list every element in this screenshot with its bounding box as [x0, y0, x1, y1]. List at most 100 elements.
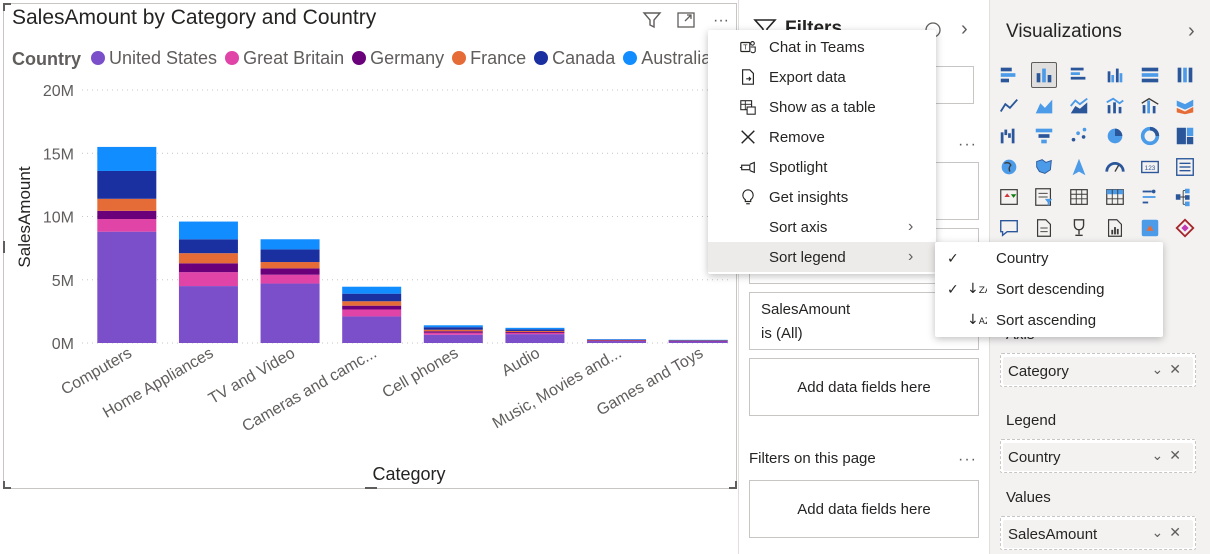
decomposition-tree-icon[interactable] [1172, 184, 1198, 210]
100-stacked-bar-chart-icon[interactable] [1137, 62, 1163, 88]
legend-item[interactable]: Great Britain [225, 48, 344, 69]
stacked-area-chart-icon[interactable] [1066, 93, 1092, 119]
100-stacked-column-chart-icon[interactable] [1172, 62, 1198, 88]
chevron-right-icon[interactable]: › [961, 18, 968, 40]
bar-segment [587, 340, 647, 343]
resize-handle[interactable] [365, 487, 377, 489]
submenu-item-sort-descending[interactable]: ✓ ↓ZA Sort descending [935, 274, 1163, 304]
svg-text:123: 123 [1144, 164, 1155, 171]
resize-handle[interactable] [729, 487, 737, 489]
power-apps-icon[interactable] [1137, 215, 1163, 241]
x-tick-label: Cell phones [380, 345, 462, 402]
more-options-icon[interactable]: ··· [958, 451, 977, 468]
more-options-icon[interactable]: ··· [713, 12, 729, 29]
sort-legend-submenu: ✓ Country ✓ ↓ZA Sort descending ↓AZ Sort ascen… [935, 242, 1163, 337]
bar-segment [668, 340, 728, 341]
donut-chart-icon[interactable] [1137, 123, 1163, 149]
menu-item-show-as-a-table[interactable]: Show as a table [708, 92, 936, 122]
pie-chart-icon[interactable] [1102, 123, 1128, 149]
legend-marker [534, 51, 549, 66]
trophy-icon[interactable] [1066, 215, 1092, 241]
x-axis-title: Category [372, 464, 445, 484]
field-controls[interactable]: ⌄✕ [1151, 524, 1187, 540]
field-controls[interactable]: ⌄✕ [1151, 447, 1187, 463]
legend-item[interactable]: France [452, 48, 526, 69]
bar-segment [342, 316, 402, 343]
paginated-report-icon[interactable] [1031, 215, 1057, 241]
add-data-fields-visual[interactable]: Add data fields here [749, 358, 979, 416]
key-influencers-icon[interactable] [1137, 184, 1163, 210]
bar-segment [505, 332, 565, 335]
treemap-icon[interactable] [1172, 123, 1198, 149]
resize-handle[interactable] [3, 487, 11, 489]
stacked-bar-chart-icon[interactable] [996, 62, 1022, 88]
funnel-chart-icon[interactable] [1031, 123, 1057, 149]
azure-map-icon[interactable] [1066, 154, 1092, 180]
line-clustered-column-chart-icon[interactable] [1137, 93, 1163, 119]
chevron-right-icon: › [908, 218, 914, 235]
lightbulb-icon [738, 187, 758, 207]
bar-segment [505, 334, 565, 343]
add-data-fields-page[interactable]: Add data fields here [749, 480, 979, 538]
more-options-icon[interactable]: ··· [958, 136, 977, 153]
card-icon[interactable]: 123 [1137, 154, 1163, 180]
chart-plot: 0M5M10M15M20MSalesAmountCategoryComputer… [15, 83, 729, 484]
submenu-item-sort-ascending[interactable]: ↓AZ Sort ascending [935, 305, 1163, 335]
filter-card-condition: is (All) [761, 325, 803, 342]
matrix-icon[interactable] [1102, 184, 1128, 210]
legend-item[interactable]: Germany [352, 48, 444, 69]
chevron-right-icon[interactable]: › [1188, 20, 1195, 42]
line-column-chart-icon[interactable] [1102, 93, 1128, 119]
menu-item-remove[interactable]: Remove [708, 122, 936, 152]
multi-row-card-icon[interactable] [1172, 154, 1198, 180]
slicer-icon[interactable] [1031, 184, 1057, 210]
map-icon[interactable] [996, 154, 1022, 180]
resize-handle[interactable] [735, 481, 737, 489]
values-field[interactable]: SalesAmount ⌄✕ [1003, 520, 1193, 548]
resize-handle[interactable] [3, 481, 5, 489]
legend-item[interactable]: Canada [534, 48, 615, 69]
field-controls[interactable]: ⌄✕ [1151, 361, 1187, 377]
menu-item-sort-legend[interactable]: Sort legend › [708, 242, 936, 272]
gauge-icon[interactable] [1102, 154, 1128, 180]
chart-title: SalesAmount by Category and Country [12, 6, 377, 29]
menu-item-get-insights[interactable]: Get insights [708, 182, 936, 212]
resize-handle[interactable] [3, 241, 5, 253]
ribbon-chart-icon[interactable] [1172, 93, 1198, 119]
legend-item[interactable]: Australia [623, 48, 711, 69]
focus-mode-icon[interactable] [675, 10, 697, 32]
axis-field[interactable]: Category ⌄✕ [1003, 357, 1193, 385]
kpi-icon[interactable] [996, 184, 1022, 210]
values-well[interactable]: SalesAmount ⌄✕ [1000, 516, 1196, 550]
waterfall-chart-icon[interactable] [996, 123, 1022, 149]
submenu-item-country[interactable]: ✓ Country [935, 243, 1163, 273]
context-menu: T Chat in Teams Export data Show as a table… [708, 30, 936, 274]
clustered-column-chart-icon[interactable] [1102, 62, 1128, 88]
smart-narrative-icon[interactable] [1102, 215, 1128, 241]
menu-item-chat-in-teams[interactable]: T Chat in Teams [708, 32, 936, 62]
bar-segment [178, 286, 238, 343]
legend-well[interactable]: Country ⌄✕ [1000, 439, 1196, 473]
qna-icon[interactable] [996, 215, 1022, 241]
menu-item-sort-axis[interactable]: Sort axis › [708, 212, 936, 242]
power-automate-icon[interactable] [1172, 215, 1198, 241]
scatter-chart-icon[interactable] [1066, 123, 1092, 149]
area-chart-icon[interactable] [1031, 93, 1057, 119]
axis-well[interactable]: Category ⌄✕ [1000, 353, 1196, 387]
filter-icon[interactable] [641, 10, 663, 32]
menu-item-export-data[interactable]: Export data [708, 62, 936, 92]
clustered-bar-chart-icon[interactable] [1066, 62, 1092, 88]
chart-legend: Country United States Great Britain German… [12, 48, 719, 70]
stacked-column-chart-icon[interactable] [1031, 62, 1058, 88]
menu-item-spotlight[interactable]: Spotlight [708, 152, 936, 182]
table-icon[interactable] [1066, 184, 1092, 210]
chart-visual[interactable]: SalesAmount by Category and Country ··· … [3, 3, 737, 489]
bar-segment [423, 331, 483, 333]
filled-map-icon[interactable] [1031, 154, 1057, 180]
line-chart-icon[interactable] [996, 93, 1022, 119]
resize-handle[interactable] [3, 3, 5, 11]
legend-item[interactable]: United States [91, 48, 217, 69]
resize-handle[interactable] [3, 3, 11, 5]
teams-icon: T [738, 37, 758, 57]
legend-field[interactable]: Country ⌄✕ [1003, 443, 1193, 471]
